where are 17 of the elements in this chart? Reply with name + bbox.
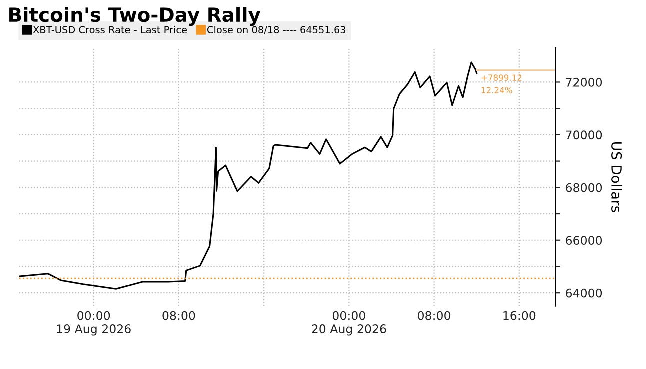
chart-title: Bitcoin's Two-Day Rally [10, 7, 261, 26]
y-tick-label: 66000 [566, 236, 602, 246]
y-tick-label: 70000 [566, 130, 602, 140]
x-tick-label: 00:00 20 Aug 2026 [312, 311, 386, 336]
y-tick-label: 64000 [566, 288, 602, 298]
x-tick-label: 00:00 19 Aug 2026 [57, 311, 131, 336]
annotation: +7899.12 [482, 74, 522, 81]
y-tick-label: 68000 [566, 183, 602, 192]
y-tick-label: 72000 [566, 78, 602, 87]
y-axis-title: US Dollars [612, 142, 622, 212]
legend-label: XBT-USD Cross Rate - Last Price [33, 26, 187, 34]
line-series [19, 62, 478, 290]
x-tick-label: 08:00 [418, 311, 451, 320]
legend-label: Close on 08/18 ---- 64551.63 [208, 26, 346, 34]
x-tick-label: 08:00 [162, 311, 196, 320]
annotation: 12.24% [482, 87, 512, 94]
x-tick-label: 16:00 [504, 311, 536, 320]
